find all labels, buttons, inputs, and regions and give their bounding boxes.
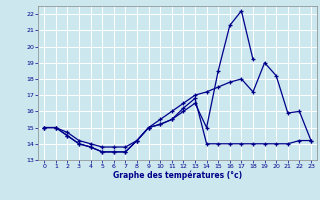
X-axis label: Graphe des températures (°c): Graphe des températures (°c)	[113, 171, 242, 180]
